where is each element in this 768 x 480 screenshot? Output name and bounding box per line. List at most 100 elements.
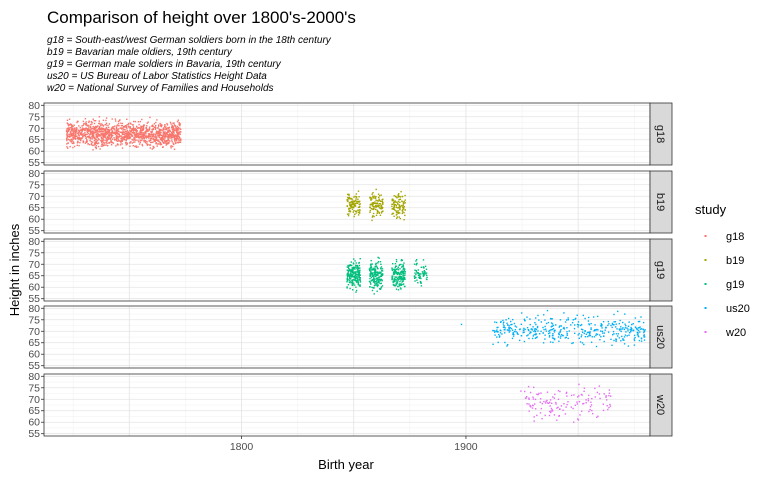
data-point — [578, 332, 580, 335]
data-point — [176, 137, 178, 139]
data-point — [358, 261, 360, 264]
data-point — [377, 211, 379, 213]
data-point — [615, 323, 617, 325]
data-point — [375, 265, 378, 267]
y-tick-label: 60 — [28, 349, 40, 361]
data-point — [102, 136, 105, 139]
data-point — [558, 340, 560, 342]
data-point — [346, 277, 348, 279]
data-point — [167, 136, 169, 138]
data-point — [370, 199, 372, 201]
data-point — [357, 268, 359, 270]
data-point — [556, 419, 558, 421]
data-point — [590, 404, 593, 406]
data-point — [375, 208, 377, 211]
data-point — [421, 271, 424, 273]
data-point — [148, 130, 150, 132]
data-point — [583, 387, 586, 389]
data-point — [380, 204, 383, 206]
data-point — [157, 131, 160, 133]
data-point — [511, 329, 514, 331]
data-point — [350, 204, 353, 206]
data-point — [111, 131, 113, 133]
data-point — [97, 135, 99, 138]
data-point — [374, 202, 377, 205]
data-point — [72, 133, 74, 135]
data-point — [179, 141, 181, 143]
data-point — [155, 132, 157, 134]
data-point — [505, 319, 507, 321]
data-point — [141, 118, 143, 121]
data-point — [597, 315, 599, 318]
data-point — [426, 278, 428, 281]
data-point — [382, 210, 384, 212]
data-point — [402, 211, 404, 213]
data-point — [377, 261, 380, 263]
data-point — [75, 129, 77, 132]
data-point — [349, 287, 351, 290]
data-point — [134, 145, 136, 148]
data-point — [396, 282, 398, 284]
subtitle-line: b19 = Bavarian male oldiers, 19th centur… — [47, 47, 233, 58]
data-point — [553, 397, 555, 399]
data-point — [359, 271, 361, 273]
data-point — [140, 127, 143, 129]
data-point — [400, 191, 402, 193]
data-point — [506, 329, 509, 331]
data-point — [535, 334, 537, 336]
data-point — [602, 403, 604, 405]
data-point — [358, 206, 361, 208]
data-point — [533, 416, 535, 418]
data-point — [595, 333, 598, 335]
data-point — [377, 200, 379, 202]
data-point — [69, 136, 71, 138]
data-point — [66, 131, 69, 133]
data-point — [162, 130, 164, 132]
data-point — [380, 286, 383, 288]
data-point — [558, 326, 560, 328]
data-point — [376, 266, 378, 269]
data-point — [395, 201, 397, 203]
data-point — [162, 128, 164, 130]
data-point — [171, 132, 173, 134]
data-point — [121, 140, 123, 143]
data-point — [105, 131, 107, 133]
data-point — [369, 283, 372, 285]
data-point — [623, 343, 626, 345]
y-tick-label: 65 — [28, 337, 40, 349]
data-point — [151, 125, 153, 127]
data-point — [351, 274, 354, 277]
data-point — [559, 390, 561, 393]
point-layer — [346, 188, 406, 222]
data-point — [503, 329, 505, 331]
data-point — [82, 135, 85, 137]
data-point — [358, 211, 361, 213]
data-point — [142, 125, 145, 128]
data-point — [370, 280, 373, 282]
data-point — [576, 403, 578, 405]
data-point — [551, 323, 554, 325]
data-point — [369, 206, 371, 208]
y-tick-label: 75 — [28, 314, 40, 326]
data-point — [100, 123, 103, 125]
data-point — [106, 138, 108, 140]
subtitle-line: g19 = German male soldiers in Bavaria, 1… — [47, 59, 282, 70]
data-point — [70, 124, 73, 126]
data-point — [142, 137, 144, 139]
data-point — [511, 337, 514, 340]
data-point — [585, 399, 587, 401]
data-point — [171, 133, 173, 135]
data-point — [142, 125, 145, 127]
data-point — [550, 411, 552, 414]
data-point — [557, 406, 559, 408]
data-point — [347, 284, 350, 286]
data-point — [501, 333, 503, 335]
data-point — [499, 332, 502, 334]
data-point — [535, 323, 537, 326]
data-point — [84, 118, 87, 120]
data-point — [348, 264, 351, 267]
data-point — [101, 141, 103, 143]
data-point — [132, 139, 134, 141]
data-point — [99, 123, 101, 125]
data-point — [633, 344, 636, 346]
